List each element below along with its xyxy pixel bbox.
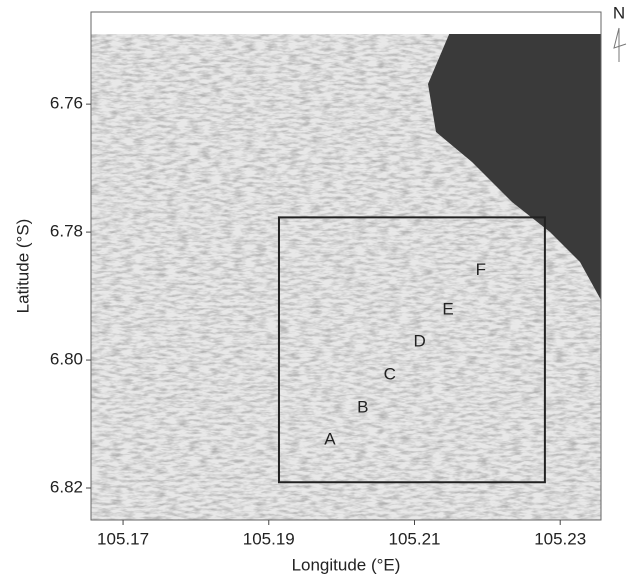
station-label: E [442, 300, 453, 319]
station-label: A [324, 430, 336, 449]
x-tick-label: 105.19 [243, 529, 295, 548]
y-tick-label: 6.82 [50, 477, 83, 496]
x-axis-label: Longitude (°E) [292, 555, 401, 574]
x-tick-label: 105.21 [388, 529, 440, 548]
y-tick-label: 6.80 [50, 350, 83, 369]
north-label: N [613, 3, 625, 22]
y-axis-label: Latitude (°S) [13, 219, 32, 314]
station-label: F [476, 260, 486, 279]
x-tick-label: 105.23 [534, 529, 586, 548]
station-label: B [357, 398, 368, 417]
x-tick-label: 105.17 [97, 529, 149, 548]
satellite-image [91, 12, 601, 520]
y-tick-label: 6.76 [50, 94, 83, 113]
station-label: D [413, 332, 425, 351]
station-label: C [384, 364, 396, 383]
y-tick-label: 6.78 [50, 222, 83, 241]
north-arrow: N [613, 3, 626, 62]
map-figure: Longitude (°E) Latitude (°S) N 6.76 6.78 6… [0, 0, 627, 581]
